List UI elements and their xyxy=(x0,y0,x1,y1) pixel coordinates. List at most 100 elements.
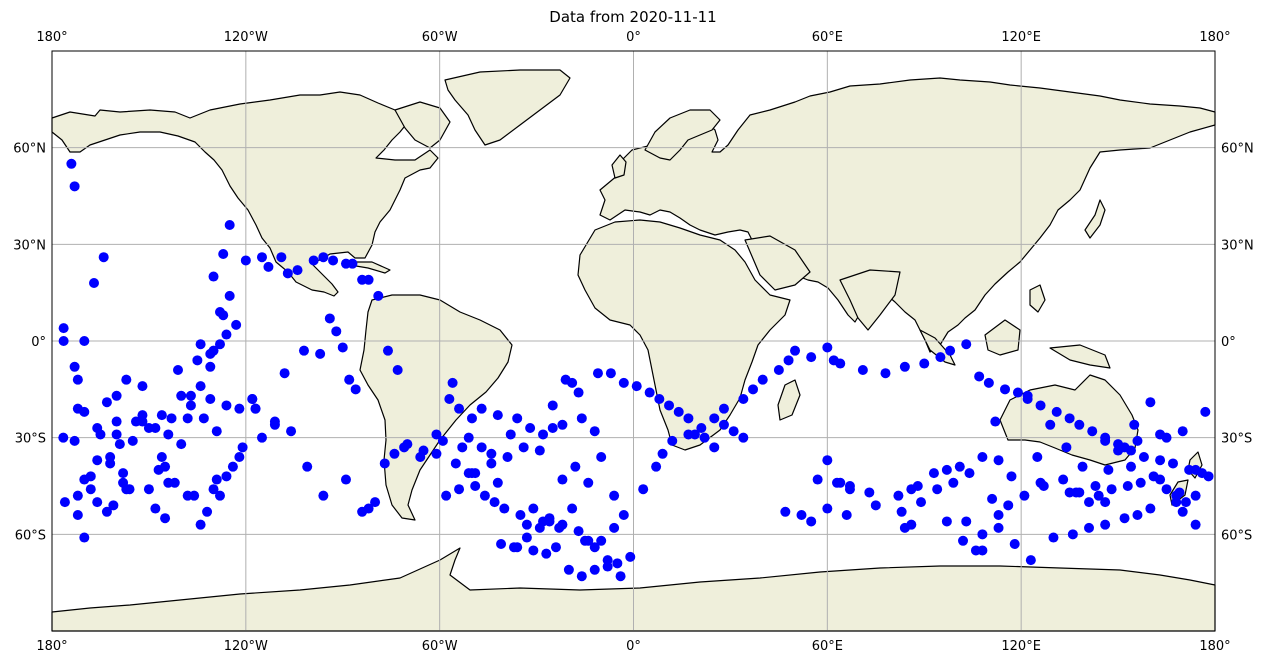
data-point xyxy=(237,442,248,453)
data-point xyxy=(612,558,623,569)
data-point xyxy=(1045,419,1056,430)
data-point xyxy=(1122,481,1133,491)
data-point xyxy=(72,510,83,520)
data-point xyxy=(176,439,187,450)
data-point xyxy=(1177,426,1188,437)
data-point xyxy=(518,442,529,453)
data-point xyxy=(780,506,791,517)
data-point xyxy=(476,403,487,414)
data-point xyxy=(964,468,975,479)
lon-tick-label-top: 180° xyxy=(1199,30,1230,45)
data-point xyxy=(977,452,988,462)
sumatra-land xyxy=(919,329,956,366)
lon-tick-label-top: 60°W xyxy=(422,30,458,45)
data-point xyxy=(1019,490,1030,501)
data-point xyxy=(709,413,720,424)
data-point xyxy=(673,406,684,417)
data-point xyxy=(1006,471,1017,482)
data-point xyxy=(256,432,267,443)
data-point xyxy=(1200,406,1211,417)
lat-tick-label-right: 60°N xyxy=(1221,142,1254,157)
data-point xyxy=(709,442,720,453)
data-point xyxy=(1032,452,1043,462)
data-point xyxy=(58,432,69,443)
data-point xyxy=(589,542,600,553)
data-point xyxy=(279,368,290,379)
lat-tick-label-left: 0° xyxy=(31,335,46,350)
data-point xyxy=(1203,471,1214,482)
lon-tick-label-bottom: 0° xyxy=(626,639,641,654)
data-point xyxy=(1132,435,1143,446)
data-point xyxy=(790,345,801,356)
data-point xyxy=(454,403,465,414)
data-point xyxy=(234,452,245,462)
data-point xyxy=(1177,506,1188,517)
data-point xyxy=(1064,413,1075,424)
data-point xyxy=(667,435,678,446)
data-point xyxy=(389,448,400,459)
data-point xyxy=(92,497,103,508)
data-point xyxy=(560,374,571,385)
data-point xyxy=(221,400,232,411)
data-point xyxy=(974,371,985,382)
data-point xyxy=(534,522,545,533)
data-point xyxy=(993,510,1004,520)
data-point xyxy=(1058,474,1069,485)
data-point xyxy=(916,497,927,508)
data-point xyxy=(208,271,219,282)
borneo-land xyxy=(984,319,1021,356)
lon-tick-label-bottom: 60°W xyxy=(422,639,458,654)
data-point xyxy=(870,500,881,511)
data-point xyxy=(1100,432,1111,443)
data-point xyxy=(570,461,581,472)
data-point xyxy=(143,423,154,433)
data-point xyxy=(79,336,90,346)
data-point xyxy=(476,442,487,453)
data-point xyxy=(85,484,96,495)
data-point xyxy=(441,490,452,501)
data-point xyxy=(945,345,956,356)
data-point xyxy=(1067,529,1078,540)
data-point xyxy=(105,458,116,469)
data-point xyxy=(796,510,807,520)
data-point xyxy=(363,274,374,285)
data-point xyxy=(961,516,972,527)
data-point xyxy=(596,535,607,546)
data-point xyxy=(835,477,846,488)
data-point xyxy=(644,387,655,398)
lat-tick-label-left: 60°N xyxy=(13,142,46,157)
data-point xyxy=(315,348,326,359)
data-point xyxy=(683,429,694,440)
data-point xyxy=(1145,503,1156,514)
data-point xyxy=(1048,532,1059,543)
data-point xyxy=(728,426,739,437)
data-point xyxy=(657,448,668,459)
africa-land xyxy=(577,219,791,451)
data-point xyxy=(822,342,833,353)
data-point xyxy=(664,400,675,411)
data-point xyxy=(1155,455,1166,466)
data-point xyxy=(205,361,216,372)
data-point xyxy=(806,516,817,527)
data-point xyxy=(392,365,403,375)
data-point xyxy=(822,455,833,466)
data-point xyxy=(58,323,69,334)
data-point xyxy=(337,342,348,353)
data-point xyxy=(718,403,729,414)
data-point xyxy=(550,542,561,553)
lat-tick-label-right: 0° xyxy=(1221,335,1236,350)
data-point xyxy=(227,461,238,472)
data-point xyxy=(79,532,90,543)
tick-labels: 180° 180° 120°W 120°W 60°W 60°W 0° 0° 60°E 60°E 12… xyxy=(13,30,1254,654)
data-point xyxy=(379,458,390,469)
data-point xyxy=(286,426,297,437)
lon-tick-label-bottom: 60°E xyxy=(812,639,843,654)
data-point xyxy=(69,361,80,372)
data-point xyxy=(906,519,917,530)
data-point xyxy=(1064,487,1075,498)
data-point xyxy=(596,452,607,462)
data-point xyxy=(502,452,513,462)
data-point xyxy=(195,519,206,530)
data-point xyxy=(592,368,603,379)
data-point xyxy=(547,423,558,433)
